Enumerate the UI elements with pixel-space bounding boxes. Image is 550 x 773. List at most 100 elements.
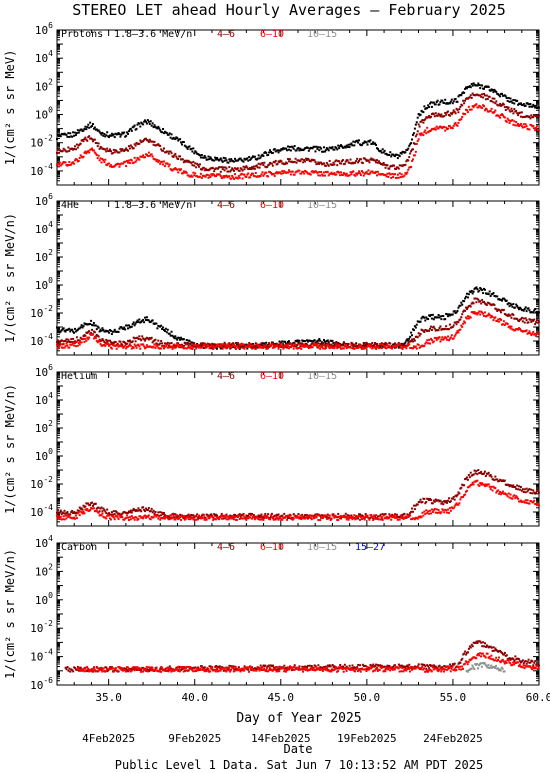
data-point: [111, 134, 114, 137]
series-4–6: [56, 469, 540, 520]
data-point: [153, 512, 156, 515]
data-point: [507, 302, 510, 305]
data-point: [498, 320, 501, 323]
data-point: [70, 163, 73, 166]
data-point: [56, 326, 58, 329]
data-point: [500, 104, 503, 107]
data-point: [97, 129, 100, 132]
data-point: [515, 121, 518, 124]
data-point: [118, 165, 121, 168]
data-point: [415, 133, 418, 136]
data-point: [448, 323, 451, 326]
data-point: [419, 332, 422, 335]
data-point: [247, 517, 250, 520]
data-point: [315, 145, 318, 148]
data-point: [478, 310, 481, 313]
data-point: [287, 347, 290, 350]
data-point: [156, 158, 159, 161]
data-point: [159, 162, 162, 165]
data-point: [73, 145, 76, 148]
data-point: [537, 504, 540, 507]
data-point: [375, 170, 378, 173]
data-point: [526, 499, 529, 502]
data-point: [326, 148, 329, 151]
data-point: [208, 174, 211, 177]
data-point: [227, 161, 230, 164]
data-point: [424, 319, 427, 322]
data-point: [411, 510, 414, 513]
data-point: [444, 501, 447, 504]
data-point: [132, 321, 135, 324]
data-point: [403, 174, 406, 177]
data-point: [85, 339, 88, 342]
data-point: [112, 148, 115, 151]
data-point: [464, 87, 467, 90]
data-point: [144, 156, 147, 159]
data-point: [368, 140, 371, 143]
data-point: [394, 513, 397, 516]
data-point: [170, 152, 173, 155]
data-point: [461, 104, 464, 107]
data-point: [349, 171, 352, 174]
data-point: [208, 347, 211, 350]
data-point: [133, 518, 136, 521]
legend-entry: 4–6: [217, 29, 235, 40]
data-point: [310, 340, 313, 343]
data-point: [65, 342, 68, 345]
data-point: [333, 515, 336, 518]
data-point: [420, 516, 423, 519]
data-point: [437, 337, 440, 340]
data-point: [528, 105, 531, 108]
data-point: [394, 173, 397, 176]
data-point: [365, 516, 368, 519]
data-point: [138, 318, 141, 321]
data-point: [158, 127, 161, 130]
data-point: [122, 328, 125, 331]
data-point: [238, 518, 241, 521]
data-point: [210, 513, 213, 516]
data-point: [56, 511, 58, 514]
data-point: [192, 514, 195, 517]
data-point: [423, 131, 426, 134]
data-point: [345, 518, 348, 521]
data-point: [332, 513, 335, 516]
data-point: [260, 342, 263, 345]
data-point: [144, 318, 147, 321]
data-point: [315, 516, 318, 519]
data-point: [469, 316, 472, 319]
data-point: [258, 166, 261, 169]
data-point: [339, 517, 342, 520]
data-point: [371, 170, 374, 173]
data-point: [501, 323, 504, 326]
data-point: [295, 345, 298, 348]
data-point: [453, 505, 456, 508]
data-point: [249, 516, 252, 519]
data-point: [517, 306, 520, 309]
data-point: [431, 502, 434, 505]
data-point: [80, 511, 83, 514]
data-point: [148, 154, 151, 157]
data-point: [500, 113, 503, 116]
data-point: [56, 339, 59, 342]
data-point: [262, 518, 265, 521]
data-point: [182, 338, 185, 341]
data-point: [190, 161, 193, 164]
data-point: [202, 514, 205, 517]
data-point: [73, 344, 76, 347]
data-point: [423, 344, 426, 347]
data-point: [126, 159, 129, 162]
data-point: [269, 518, 272, 521]
data-point: [395, 153, 398, 156]
data-point: [447, 335, 450, 338]
data-point: [243, 347, 246, 350]
data-point: [66, 511, 69, 514]
data-point: [486, 472, 489, 475]
data-point: [444, 98, 447, 101]
data-point: [328, 347, 331, 350]
data-point: [268, 344, 271, 347]
data-point: [411, 340, 414, 343]
data-point: [531, 332, 534, 335]
data-point: [287, 160, 290, 163]
data-point: [483, 472, 486, 475]
data-point: [413, 325, 416, 328]
